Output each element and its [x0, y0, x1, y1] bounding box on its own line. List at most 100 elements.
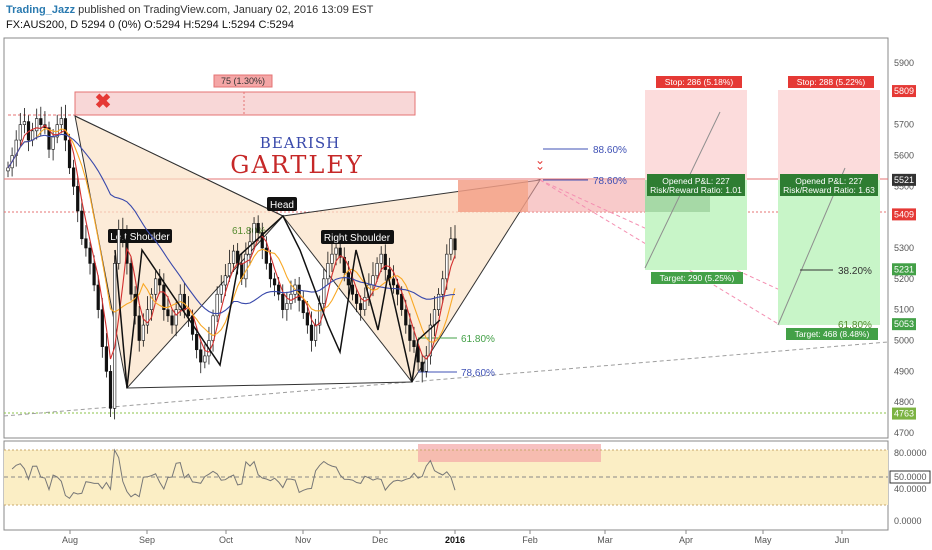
author-link[interactable]: Trading_Jazz: [6, 4, 76, 16]
measure-badge: [213, 74, 273, 88]
price-badge-label: 5053: [894, 319, 914, 329]
price-tick-label: 4700: [894, 428, 914, 438]
pos1-stop-badge: [656, 76, 742, 88]
candle-body: [445, 253, 449, 280]
pos2-stop-badge: [788, 76, 874, 88]
left-shoulder-label: Left Shoulder: [110, 232, 170, 243]
candle-body: [100, 309, 104, 347]
candle-body: [305, 312, 309, 326]
time-axis: Aug Sep Oct Nov Dec 2016 Feb Mar Apr May Jun: [62, 530, 849, 545]
candle-body: [51, 136, 55, 150]
ohlc-legend: FX:AUS200, D 5294 0 (0%) O:5294 H:5294 L…: [6, 19, 295, 31]
candle-body: [383, 253, 387, 270]
rsi-badge: [889, 470, 931, 484]
d-zone-core: [458, 180, 528, 212]
candle-body: [404, 309, 408, 326]
price-badge-label: 5521: [894, 175, 914, 185]
price-tick-label: 5000: [894, 336, 914, 346]
candle-body: [84, 238, 88, 249]
pos1-info-box: [647, 174, 745, 196]
trend-line: [3, 341, 889, 417]
candle-body: [281, 293, 285, 310]
time-tick-label: Sep: [139, 535, 155, 545]
candle-body: [326, 263, 330, 280]
candle-body: [350, 284, 355, 295]
candle-body: [272, 278, 277, 286]
time-tick-label: Aug: [62, 535, 78, 545]
candle-body: [215, 293, 219, 317]
fib-618b-label: 61.80%: [461, 334, 495, 345]
candle-body: [145, 309, 150, 326]
candle-body: [416, 346, 420, 363]
candle-body: [227, 263, 232, 277]
time-tick-label: Oct: [219, 535, 234, 545]
bearish-title: BEARISH: [260, 134, 340, 152]
time-tick-label: Apr: [679, 535, 693, 545]
candle-body: [6, 167, 10, 172]
pos2-stop-label: Stop: 288 (5.22%): [797, 77, 866, 87]
candle-body: [424, 355, 428, 372]
rsi-tick-label: 80.0000: [894, 448, 927, 458]
candle-body: [195, 334, 199, 351]
candle-body: [174, 309, 178, 326]
price-badge-label: 5409: [894, 209, 914, 219]
candle-body: [211, 315, 215, 341]
price-tick-label: 4900: [894, 366, 914, 376]
candle-body: [76, 186, 80, 212]
pos1-target-label: Target: 290 (5.25%): [660, 273, 735, 283]
pos2-info-box: [780, 174, 878, 196]
fib-618a-label: 61.80%: [232, 226, 266, 237]
candle-body: [108, 371, 113, 409]
candle-body: [277, 284, 281, 295]
candle-body: [18, 124, 22, 141]
candle-body: [199, 349, 203, 363]
candle-body: [117, 229, 121, 264]
candle-body: [301, 300, 305, 314]
candle-body: [231, 250, 236, 264]
candle-body: [22, 121, 27, 125]
right-shoulder-label: Right Shoulder: [324, 233, 391, 244]
candle-body: [182, 293, 186, 310]
candle-body: [338, 247, 342, 258]
pos1-target-badge: [651, 272, 743, 284]
candle-body: [334, 247, 338, 255]
candle-body: [35, 118, 39, 132]
candle-body: [408, 324, 412, 341]
candle-body: [104, 346, 109, 372]
candle-body: [72, 167, 76, 187]
time-tick-label: 2016: [445, 535, 465, 545]
time-tick-label: Dec: [372, 535, 389, 545]
pos2-target-badge: [786, 328, 878, 340]
candle-body: [359, 303, 363, 310]
candle-body: [137, 315, 141, 341]
candle-body: [371, 275, 375, 286]
candle-body: [400, 293, 404, 310]
pos1-stop-zone: [645, 90, 747, 180]
measure-label: 75 (1.30%): [221, 76, 265, 86]
candle-body: [363, 297, 367, 310]
candle-body: [268, 263, 273, 280]
candle-body: [330, 253, 334, 264]
time-tick-label: Mar: [597, 535, 613, 545]
candle-body: [260, 232, 264, 249]
head-label: Head: [270, 200, 294, 211]
candle-body: [354, 293, 359, 304]
candle-body: [375, 263, 379, 277]
fib-786-label: 78.60%: [593, 176, 627, 187]
moving-average-line: [7, 124, 456, 360]
measure-zone: [74, 91, 416, 116]
price-tick-label: 5700: [894, 120, 914, 130]
candle-body: [96, 284, 100, 310]
candle-body: [149, 293, 154, 310]
price-tick-label: 5600: [894, 151, 914, 161]
rsi-tick-label: 0.0000: [894, 516, 922, 526]
candle-body: [80, 210, 84, 240]
candle-body: [158, 278, 162, 286]
price-badge: [892, 208, 916, 221]
candle-body: [166, 309, 170, 317]
candle-body: [59, 118, 63, 125]
candle-body: [342, 256, 346, 273]
candle-body: [223, 275, 227, 286]
